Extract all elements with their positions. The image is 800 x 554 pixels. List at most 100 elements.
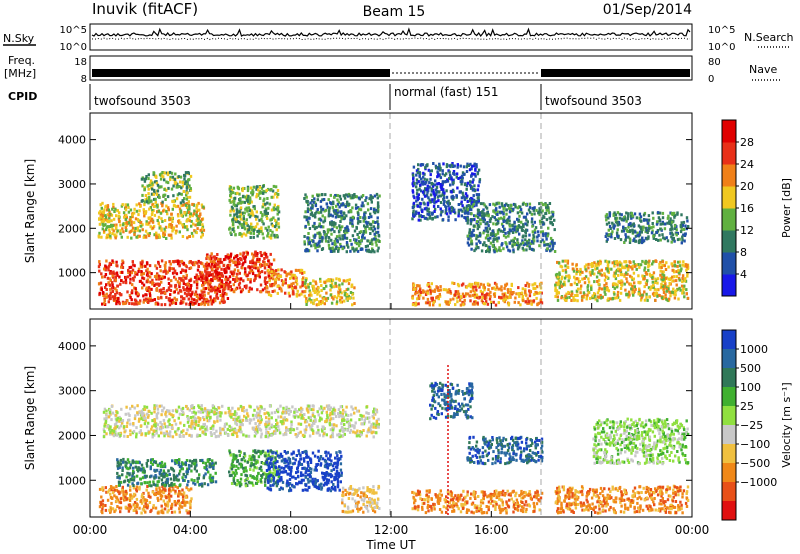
heatmap-cell [675,231,678,235]
heatmap-cell [266,234,269,238]
heatmap-cell [473,292,477,296]
heatmap-cell [534,230,537,234]
heatmap-cell [419,202,422,206]
heatmap-cell [178,230,181,234]
heatmap-cell [479,222,482,226]
heatmap-cell [116,273,119,277]
heatmap-cell [142,283,146,287]
heatmap-cell [254,261,258,265]
heatmap-cell [419,189,423,193]
heatmap-cell [252,185,256,189]
heatmap-cell [373,207,376,211]
heatmap-cell [429,292,432,296]
heatmap-cell [530,247,534,251]
heatmap-cell [169,175,172,179]
heatmap-cell [247,290,251,293]
heatmap-cell [553,250,557,253]
heatmap-cell [163,171,166,175]
heatmap-cell [115,302,118,306]
heatmap-cell [451,281,454,285]
heatmap-cell [508,296,511,299]
heatmap-cell [215,256,218,260]
heatmap-cell [651,280,654,284]
heatmap-cell [609,233,612,237]
heatmap-cell [317,224,321,228]
heatmap-cell [453,208,456,212]
heatmap-cell [624,233,627,237]
heatmap-cell [363,236,366,240]
heatmap-cell [330,238,333,242]
heatmap-cell [613,264,616,268]
heatmap-cell [501,292,504,296]
heatmap-cell [628,241,632,244]
heatmap-cell [156,282,160,286]
heatmap-cell [232,289,235,293]
heatmap-cell [130,236,133,240]
heatmap-cell [270,268,273,272]
heatmap-cell [364,199,367,202]
heatmap-cell [108,231,111,234]
heatmap-cell [620,283,624,287]
heatmap-cell [486,302,490,306]
heatmap-cell [351,234,355,238]
heatmap-cell [341,282,344,286]
heatmap-cell [485,213,488,217]
heatmap-cell [348,194,351,198]
heatmap-cell [456,290,460,294]
heatmap-cell [216,278,220,282]
heatmap-cell [450,190,453,194]
heatmap-cell [581,270,584,274]
heatmap-cell [365,221,369,225]
heatmap-cell [123,222,127,226]
heatmap-cell [145,269,148,273]
heatmap-cell [616,293,619,297]
heatmap-cell [160,494,164,498]
heatmap-cell [426,301,429,305]
heatmap-cell [481,216,484,220]
heatmap-cell [558,273,561,277]
heatmap-cell [475,242,478,246]
heatmap-cell [200,271,204,275]
heatmap-cell [347,194,350,198]
heatmap-cell [507,234,510,238]
heatmap-cell [465,194,469,198]
heatmap-cell [270,188,273,191]
heatmap-cell [115,488,119,492]
heatmap-cell [440,210,443,214]
heatmap-cell [361,194,365,197]
heatmap-cell [550,240,553,244]
heatmap-cell [316,292,319,296]
heatmap-cell [507,248,510,252]
heatmap-cell [416,198,419,202]
heatmap-cell [463,215,466,219]
heatmap-cell [631,223,634,227]
heatmap-cell [158,196,161,199]
heatmap-cell [557,275,560,279]
heatmap-cell [238,192,241,196]
heatmap-cell [370,250,373,254]
heatmap-cell [104,228,108,232]
heatmap-cell [197,277,201,281]
heatmap-cell [138,209,141,213]
heatmap-cell [565,292,568,296]
heatmap-cell [148,183,151,187]
heatmap-cell [665,236,668,240]
heatmap-cell [149,275,152,279]
heatmap-cell [189,503,192,507]
heatmap-cell [110,496,114,500]
heatmap-cell [167,288,171,291]
heatmap-cell [505,212,508,216]
heatmap-cell [619,273,623,277]
heatmap-cell [500,222,504,226]
heatmap-cell [166,270,170,274]
heatmap-cell [132,278,135,282]
heatmap-cell [632,271,636,275]
heatmap-cell [565,274,568,278]
heatmap-cell [336,208,339,212]
heatmap-cell [645,292,648,296]
heatmap-cell [617,220,620,224]
heatmap-cell [486,292,489,296]
heatmap-cell [477,168,481,172]
heatmap-cell [521,202,525,206]
heatmap-cell [413,196,416,200]
